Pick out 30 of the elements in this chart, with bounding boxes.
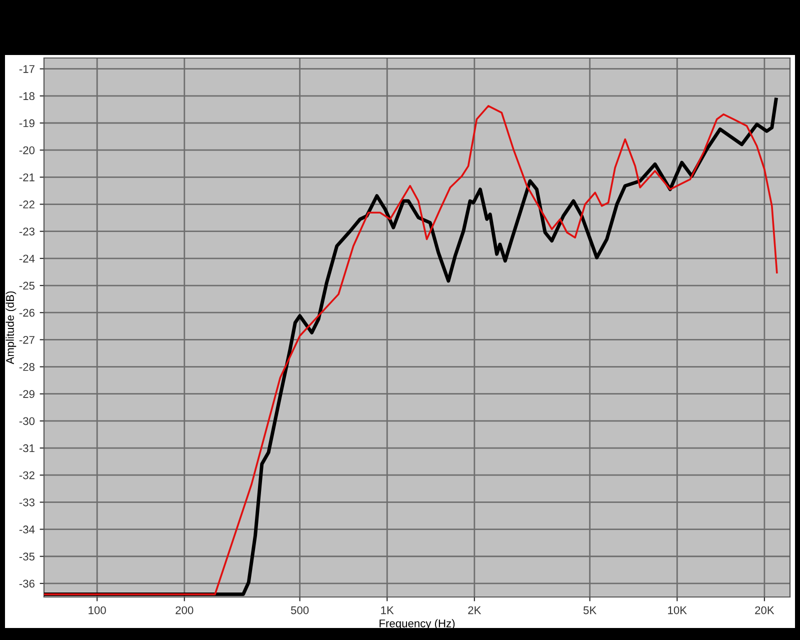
y-tick-label: -21 bbox=[19, 173, 34, 182]
y-axis-title: Amplitude (dB) bbox=[6, 291, 16, 364]
y-tick-label: -27 bbox=[19, 336, 34, 344]
y-tick-label: -35 bbox=[19, 552, 35, 561]
x-tick-label: 5K bbox=[583, 606, 596, 614]
y-tick-label: -29 bbox=[19, 390, 34, 398]
y-tick-label: -22 bbox=[19, 200, 34, 208]
x-tick-label: 10K bbox=[668, 606, 687, 614]
y-tick-label: -34 bbox=[19, 526, 35, 534]
y-tick-label: -26 bbox=[19, 308, 34, 317]
y-tick-label: -17 bbox=[19, 65, 34, 73]
x-tick-label: 200 bbox=[176, 606, 194, 614]
y-tick-label: -28 bbox=[19, 363, 34, 371]
x-tick-label: 20K bbox=[755, 606, 774, 614]
x-tick-label: 1K bbox=[381, 606, 394, 614]
y-tick-label: -18 bbox=[19, 92, 34, 100]
y-tick-label: -30 bbox=[19, 417, 35, 426]
y-tick-label: -36 bbox=[19, 580, 34, 588]
x-tick-label: 500 bbox=[290, 606, 309, 614]
y-tick-label: -31 bbox=[19, 444, 34, 452]
x-tick-label: 100 bbox=[88, 606, 106, 614]
y-tick-label: -33 bbox=[19, 498, 34, 506]
y-tick-label: -23 bbox=[19, 228, 34, 236]
y-tick-label: -32 bbox=[19, 471, 34, 480]
y-tick-label: -20 bbox=[19, 146, 35, 154]
x-tick-label: 2K bbox=[468, 606, 482, 614]
y-tick-label: -24 bbox=[19, 254, 35, 262]
y-tick-label: -25 bbox=[19, 282, 35, 290]
y-tick-label: -19 bbox=[19, 119, 34, 128]
x-axis-title: Frequency (Hz) bbox=[380, 619, 455, 630]
